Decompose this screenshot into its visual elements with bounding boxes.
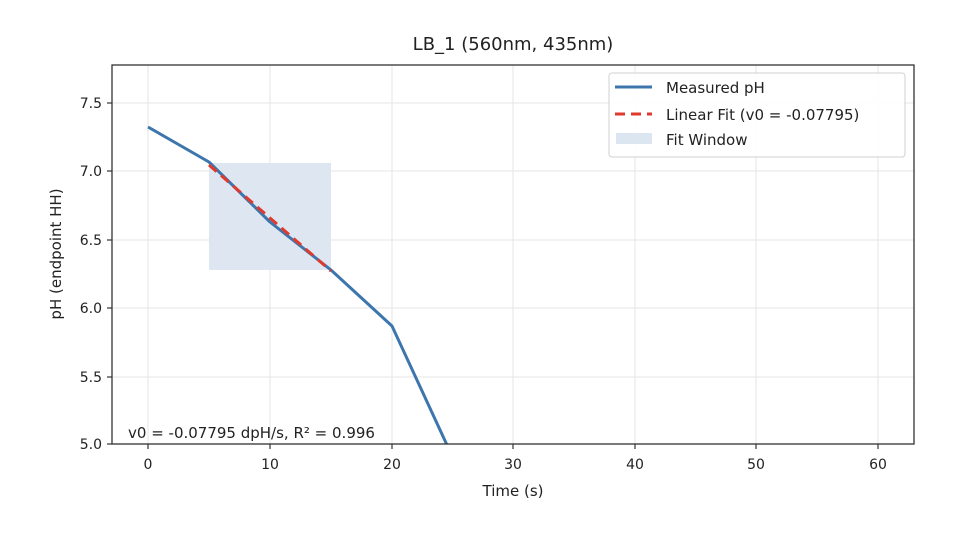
- y-axis-label: pH (endpoint HH): [47, 188, 65, 319]
- legend-label-measured: Measured pH: [666, 79, 765, 97]
- legend-window-swatch: [616, 133, 652, 144]
- x-axis-label: Time (s): [482, 482, 544, 500]
- y-tick-label: 6.0: [80, 301, 102, 317]
- fit-annotation: v0 = -0.07795 dpH/s, R² = 0.996: [128, 424, 375, 442]
- y-tick-label: 7.0: [80, 164, 102, 180]
- legend-label-fit: Linear Fit (v0 = -0.07795): [666, 106, 859, 124]
- x-tick-label: 30: [504, 457, 522, 473]
- x-tick-labels: 0 10 20 30 40 50 60: [144, 457, 887, 473]
- x-tick-label: 60: [869, 457, 887, 473]
- y-tick-label: 5.0: [80, 437, 102, 453]
- y-tick-labels: 5.0 5.5 6.0 6.5 7.0 7.5: [80, 96, 102, 453]
- x-tick-label: 20: [383, 457, 401, 473]
- x-tick-label: 10: [261, 457, 279, 473]
- linear-fit-line: [208, 163, 332, 273]
- x-tick-label: 40: [626, 457, 644, 473]
- measured-ph-line: [147, 125, 449, 444]
- chart-title: LB_1 (560nm, 435nm): [412, 34, 614, 55]
- y-tick-label: 6.5: [80, 233, 102, 249]
- legend: Measured pH Linear Fit (v0 = -0.07795) F…: [608, 72, 906, 158]
- x-tick-label: 50: [747, 457, 765, 473]
- x-axis-ticks: [147, 444, 879, 449]
- y-tick-label: 7.5: [80, 96, 102, 112]
- y-axis-ticks: [107, 102, 112, 445]
- y-tick-label: 5.5: [80, 370, 102, 386]
- x-tick-label: 0: [144, 457, 153, 473]
- legend-label-window: Fit Window: [666, 131, 748, 149]
